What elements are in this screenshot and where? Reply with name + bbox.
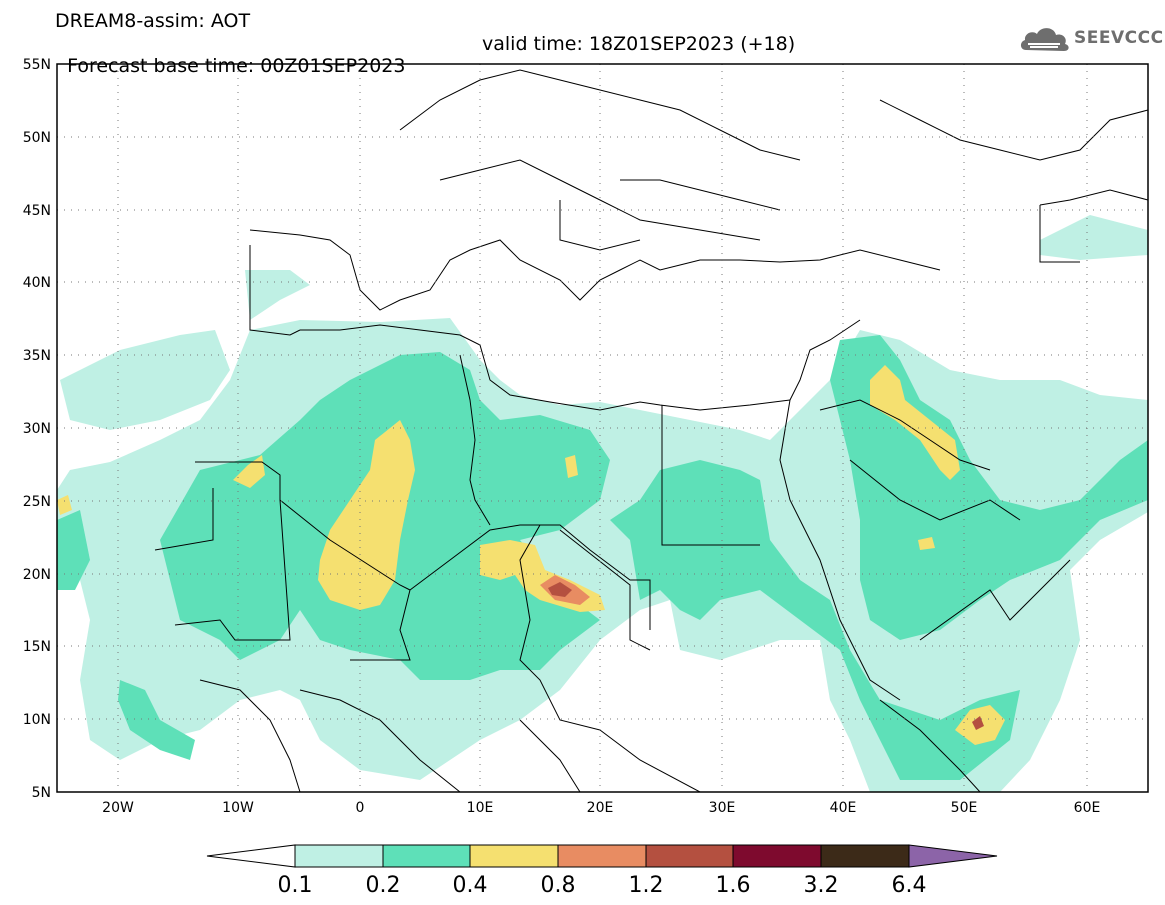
lon-tick-label: 30E [709,800,736,816]
colorbar-segment [469,844,559,868]
colorbar-label: 0.8 [541,873,576,898]
country-borders [154,69,1148,792]
map-frame [56,63,1149,793]
lat-tick-label: 50N [23,130,51,146]
colorbar-segment [732,844,822,868]
colorbar-label: 3.2 [804,873,839,898]
aot-field [57,215,1148,792]
lat-tick-label: 40N [23,275,51,291]
lat-tick-label: 55N [23,57,51,73]
colorbar-label: 0.1 [278,873,313,898]
colorbar: 0.1 0.2 0.4 0.8 1.2 1.6 3.2 6.4 [206,844,998,898]
map-grid [57,64,1148,792]
colorbar-label: 0.2 [366,873,401,898]
colorbar-label: 1.2 [629,873,664,898]
cloud-icon [1020,28,1069,51]
colorbar-label: 1.6 [716,873,751,898]
lon-tick-label: 10W [222,800,254,816]
colorbar-segment [645,844,734,868]
seevccc-logo: SEEVCCC [1018,22,1163,56]
colorbar-segment [294,844,384,868]
map-title: DREAM8-assim: AOT [55,10,251,32]
lon-tick-label: 10E [467,800,494,816]
lon-tick-label: 20W [102,800,134,816]
logo-text: SEEVCCC [1074,28,1164,48]
lon-tick-label: 0 [356,800,365,816]
base-time-text: Forecast base time: 00Z01SEP2023 [67,55,406,77]
lat-tick-label: 30N [23,421,51,437]
lat-tick-label: 10N [23,712,51,728]
lon-tick-label: 50E [951,800,978,816]
colorbar-segment [557,844,647,868]
lon-tick-label: 20E [587,800,614,816]
colorbar-segment [820,844,910,868]
lat-tick-label: 5N [32,785,51,801]
lon-tick-label: 60E [1074,800,1101,816]
forecast-base-time: Forecast base time: 00Z01SEP2023 valid t… [55,33,795,99]
lat-tick-label: 35N [23,348,51,364]
colorbar-low-arrow [206,844,296,868]
colorbar-label: 6.4 [892,873,927,898]
valid-time-text: valid time: 18Z01SEP2023 (+18) [482,33,796,55]
colorbar-segment [382,844,471,868]
lat-axis: 55N 50N 45N 40N 35N 30N 25N 20N 15N 10N … [23,57,51,801]
lon-tick-label: 40E [830,800,857,816]
lat-tick-label: 25N [23,494,51,510]
lon-axis: 20W 10W 0 10E 20E 30E 40E 50E 60E [102,800,1100,816]
lat-tick-label: 20N [23,567,51,583]
lat-tick-label: 15N [23,639,51,655]
colorbar-label: 0.4 [453,873,488,898]
colorbar-high-arrow [908,844,998,868]
lat-tick-label: 45N [23,203,51,219]
